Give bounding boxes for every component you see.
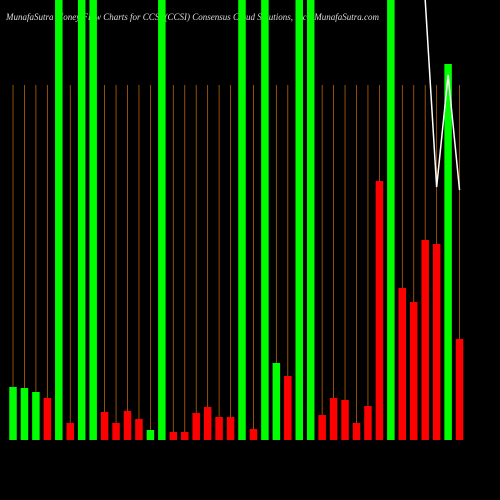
bar [444,64,452,440]
bar [181,432,189,440]
bar [158,0,166,440]
bar [100,412,109,440]
bar [306,0,315,440]
chart-title: MunafaSutra Money Flow Charts for CCSI (… [5,12,379,22]
bar [77,0,86,440]
bar [249,429,258,440]
bar [135,419,143,440]
bar [112,423,120,440]
bar [66,423,74,440]
bar [318,415,326,440]
bar [238,0,246,440]
bar [261,0,269,440]
bar [215,417,223,440]
bar [123,411,132,440]
bar [43,398,52,440]
bar [421,240,429,440]
bar [329,398,338,440]
bar [375,181,384,440]
bar [295,0,303,440]
bar [387,0,395,440]
bar [410,302,418,440]
bar [9,387,17,440]
money-flow-line [424,0,461,191]
bar [364,406,372,440]
bar [203,407,212,440]
bar [341,400,349,440]
bar [146,430,155,440]
bar [432,244,441,440]
bar [272,363,281,440]
bar [89,0,97,440]
bar [455,339,464,440]
bar [169,432,178,440]
bar [192,413,200,440]
bar [352,423,361,440]
bar [284,376,292,440]
bar [398,288,407,440]
bar [20,388,29,440]
bar [226,417,235,440]
bar [55,0,63,440]
bar [32,392,40,440]
